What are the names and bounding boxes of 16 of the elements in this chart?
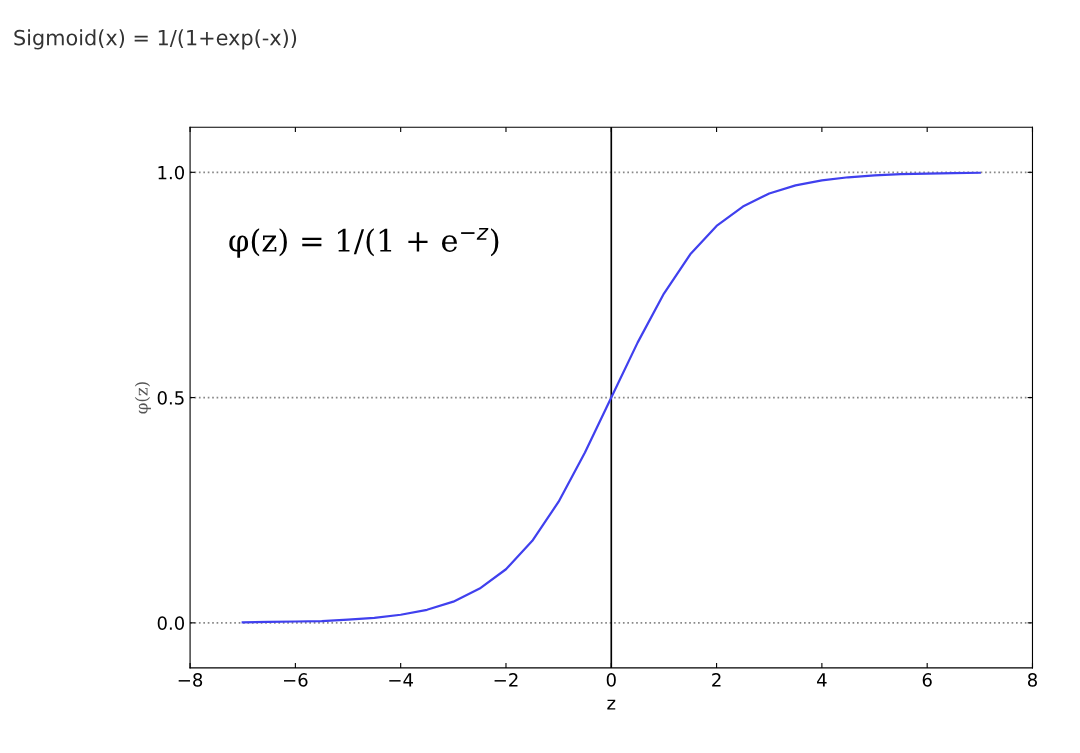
chart-title: Sigmoid(x) = 1/(1+exp(-x)) xyxy=(14,29,297,50)
x-tick-label: −4 xyxy=(389,673,413,687)
x-tick-label: 8 xyxy=(1027,673,1037,687)
y-tick-label: 1.0 xyxy=(158,165,185,180)
x-tick-label: 0 xyxy=(606,673,616,687)
y-tick-label: 0.5 xyxy=(157,391,184,405)
y-axis-title: φ(z) xyxy=(134,382,151,414)
x-tick-label: −8 xyxy=(178,673,203,687)
y-tick-label: 0.0 xyxy=(157,616,185,630)
x-tick-label: −6 xyxy=(283,673,308,687)
x-tick-label: 4 xyxy=(817,673,827,687)
x-tick-label: 2 xyxy=(712,673,721,687)
x-tick-label: 6 xyxy=(922,673,932,687)
x-axis-title: z xyxy=(607,699,616,710)
annotation: φ(z) = 1/(1 + e$^{−z}$) xyxy=(229,228,499,258)
x-tick-label: −2 xyxy=(494,673,518,687)
